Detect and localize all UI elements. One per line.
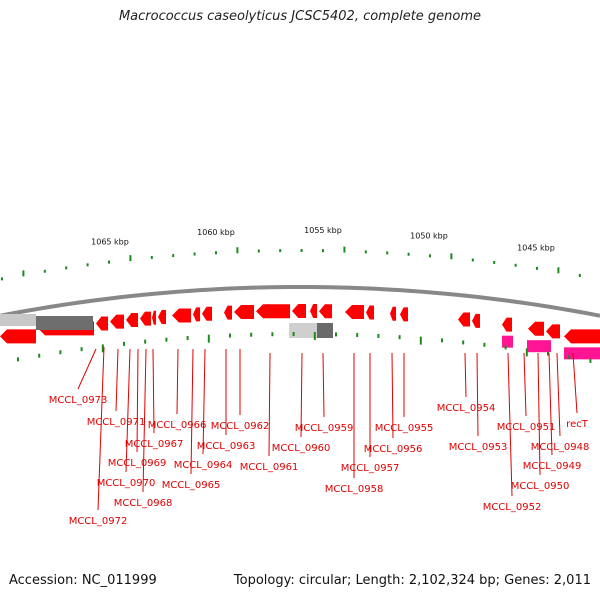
ruler-labels: 1065 kbp 1060 kbp 1055 kbp 1050 kbp 1045 kbp (91, 226, 555, 253)
gene-arrow (140, 311, 151, 326)
gene-arrow (152, 310, 156, 325)
label-leader-line (537, 352, 541, 476)
gene-arrow (256, 304, 290, 319)
gene-label: MCCL_0954 (437, 403, 496, 414)
accession-text: Accession: NC_011999 (9, 573, 157, 588)
label-leader-line (464, 352, 467, 398)
label-leader-line (300, 352, 303, 438)
gene-label: MCCL_0955 (375, 423, 434, 434)
gc-track (0, 314, 600, 360)
label-leader-line (125, 348, 131, 473)
gene-arrow (193, 307, 200, 322)
label-leader-line (97, 346, 105, 511)
gene-arrow (234, 304, 254, 319)
gc-block (317, 323, 333, 338)
label-leader-line (548, 352, 553, 456)
gene-label: MCCL_0948 (531, 442, 590, 453)
gene-arrow (528, 321, 544, 336)
gene-label: MCCL_0950 (511, 481, 570, 492)
highlight-block (502, 335, 513, 348)
gene-arrow (546, 324, 560, 339)
label-leader-line (77, 348, 97, 390)
gene-arrow (224, 305, 232, 320)
gene-arrow (345, 304, 364, 319)
gene-label: MCCL_0968 (114, 498, 173, 509)
gene-label: MCCL_0969 (108, 458, 167, 469)
gene-labels: MCCL_0973 MCCL_0972 MCCL_0971 MCCL_0970 MCCL… (49, 346, 590, 527)
gene-label: MCCL_0970 (97, 478, 156, 489)
backbone-arc (0, 284, 600, 318)
genome-backbone (0, 284, 600, 318)
gene-arrow (202, 306, 212, 321)
gene-label: MCCL_0957 (341, 463, 400, 474)
gene-label: MCCL_0964 (174, 460, 233, 471)
ruler-ticks (1, 246, 581, 281)
gene-arrow (292, 304, 306, 319)
ruler-label: 1065 kbp (91, 237, 129, 246)
gene-arrow (319, 304, 332, 319)
gene-arrow (126, 312, 138, 327)
gene-arrow (310, 304, 317, 319)
label-leader-line (142, 348, 147, 493)
ruler-label: 1045 kbp (517, 244, 555, 253)
gene-arrow (158, 310, 166, 325)
label-leader-line (572, 352, 578, 414)
gene-arrow (564, 329, 600, 344)
label-leader-line (523, 352, 527, 417)
gene-arrow (366, 305, 374, 320)
gene-label: MCCL_0961 (240, 462, 299, 473)
gene-label: MCCL_0951 (497, 422, 556, 433)
gene-label: MCCL_0967 (125, 439, 184, 450)
label-leader-line (476, 352, 479, 437)
gene-label: MCCL_0959 (295, 423, 354, 434)
gene-arrow (0, 329, 36, 344)
gene-arrow (390, 306, 396, 321)
label-leader-line (268, 352, 271, 457)
label-leader-line (176, 348, 179, 415)
ruler-label: 1060 kbp (197, 228, 235, 237)
gene-arrow (502, 317, 512, 332)
gene-label: recT (566, 419, 589, 430)
highlight-block (527, 340, 551, 353)
ruler-label: 1055 kbp (304, 226, 342, 235)
label-leader-line (115, 348, 119, 412)
gene-label: MCCL_0952 (483, 502, 542, 513)
label-leader-line (507, 352, 513, 497)
gene-arrow (172, 308, 191, 323)
gene-arrow (96, 316, 108, 331)
label-leader-line (556, 352, 561, 437)
gc-block (289, 323, 317, 338)
gene-label: MCCL_0956 (364, 444, 423, 455)
label-leader-line (391, 352, 394, 439)
gene-arrow (400, 307, 408, 322)
gene-arrow (458, 312, 470, 327)
gene-arrow (472, 313, 480, 328)
gene-label: MCCL_0971 (87, 417, 146, 428)
gene-label: MCCL_0973 (49, 395, 108, 406)
gene-arrow (110, 314, 124, 329)
label-leader-line (152, 348, 155, 434)
label-leader-line (136, 348, 139, 453)
gene-label: MCCL_0953 (449, 442, 508, 453)
gene-label: MCCL_0958 (325, 484, 384, 495)
label-leader-line (190, 348, 194, 475)
label-leader-line (322, 352, 325, 418)
lower-ticks (17, 332, 592, 363)
genome-summary-text: Topology: circular; Length: 2,102,324 bp… (233, 573, 591, 588)
gc-block (36, 316, 93, 330)
gene-label: MCCL_0965 (162, 480, 221, 491)
map-title: Macrococcus caseolyticus JCSC5402, compl… (118, 9, 482, 24)
gene-label: MCCL_0972 (69, 516, 128, 527)
ruler-label: 1050 kbp (410, 231, 448, 240)
gene-label: MCCL_0960 (272, 443, 331, 454)
gene-label: MCCL_0962 (211, 421, 270, 432)
gc-block (0, 314, 36, 326)
gene-label: MCCL_0966 (148, 420, 207, 431)
gene-label: MCCL_0949 (523, 461, 582, 472)
gene-label: MCCL_0963 (197, 441, 256, 452)
label-leader-line (202, 348, 206, 455)
